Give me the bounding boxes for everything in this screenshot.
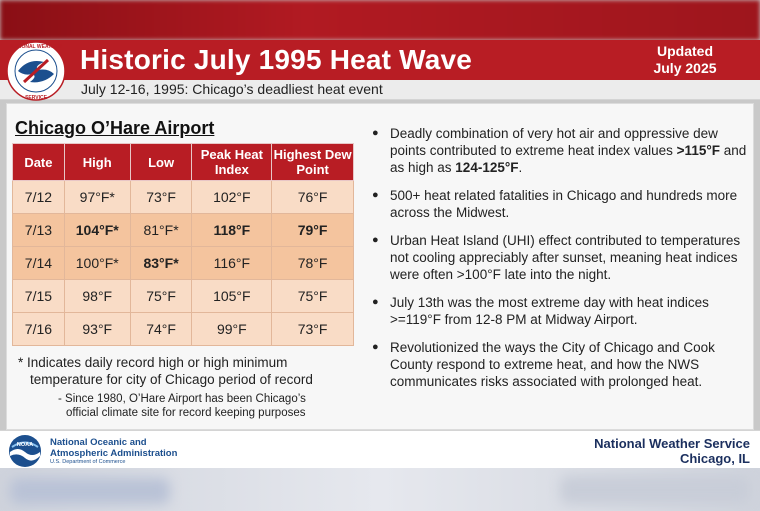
column-header-high: High [63, 143, 131, 181]
nws-logo-icon: NATIONAL WEATHER SERVICE [6, 41, 66, 101]
table-row: 7/13 104°F* 81°F* 118°F 79°F [12, 213, 354, 247]
table-row: 7/14 100°F* 83°F* 116°F 78°F [12, 246, 354, 280]
cell-dew-point: 79°F [271, 213, 354, 247]
cell-date: 7/12 [12, 180, 65, 214]
cell-peak-heat-index: 116°F [191, 246, 273, 280]
cell-peak-heat-index: 102°F [191, 180, 273, 214]
subtitle-bar [0, 80, 760, 100]
cell-peak-heat-index: 105°F [191, 279, 273, 313]
cell-date: 7/16 [12, 312, 65, 346]
table-row: 7/12 97°F* 73°F 102°F 76°F [12, 180, 354, 214]
column-header-date: Date [12, 143, 65, 181]
cell-dew-point: 78°F [271, 246, 354, 280]
bullet-highlight: 124-125°F [455, 160, 519, 175]
table-row: 7/15 98°F 75°F 105°F 75°F [12, 279, 354, 313]
climate-site-note-line: official climate site for record keeping… [66, 407, 306, 419]
page-title: Historic July 1995 Heat Wave [80, 44, 473, 75]
column-header-peak-heat-index: Peak Heat Index [191, 143, 273, 181]
cell-peak-heat-index: 118°F [191, 213, 273, 247]
list-item: Revolutionized the ways the City of Chic… [372, 339, 750, 390]
nws-office-location: Chicago, IL [679, 451, 750, 466]
cell-high: 97°F* [63, 180, 131, 214]
footer-bar [0, 430, 760, 468]
svg-text:NATIONAL WEATHER: NATIONAL WEATHER [10, 44, 62, 50]
list-item: July 13th was the most extreme day with … [372, 294, 750, 328]
record-footnote-line: temperature for city of Chicago period o… [30, 372, 313, 387]
noaa-department: U.S. Department of Commerce [50, 459, 126, 465]
list-item: 500+ heat related fatalities in Chicago … [372, 187, 750, 221]
svg-text:SERVICE: SERVICE [25, 95, 48, 101]
cell-date: 7/13 [12, 213, 65, 247]
record-footnote: * Indicates daily record high or high mi… [18, 354, 348, 388]
bullet-text: Deadly combination of very hot air and o… [390, 126, 718, 158]
cell-high: 100°F* [63, 246, 131, 280]
updated-line: Updated [657, 43, 713, 59]
cell-low: 73°F [129, 180, 193, 214]
cell-high: 98°F [63, 279, 131, 313]
svg-text:NOAA: NOAA [17, 442, 33, 448]
cell-low: 74°F [129, 312, 193, 346]
bullet-text: and as high as [390, 143, 747, 175]
record-footnote-line: * Indicates daily record high or high mi… [18, 355, 288, 370]
key-facts-list: Deadly combination of very hot air and o… [372, 125, 750, 401]
cell-high: 104°F* [63, 213, 131, 247]
nws-office-line: National Weather Service [594, 436, 750, 451]
cell-dew-point: 73°F [271, 312, 354, 346]
noaa-name: National Oceanic and Atmospheric Adminis… [50, 437, 177, 459]
bullet-highlight: >115°F [676, 143, 720, 158]
table-row: 7/16 93°F 74°F 99°F 73°F [12, 312, 354, 346]
heat-data-table: Date High Low Peak Heat Index Highest De… [12, 143, 354, 346]
title-banner [0, 40, 760, 80]
cell-date: 7/15 [12, 279, 65, 313]
updated-label: Updated July 2025 [640, 43, 730, 77]
climate-site-note: - Since 1980, O’Hare Airport has been Ch… [58, 392, 348, 420]
blurred-background-blob [560, 476, 750, 504]
climate-site-note-line: - Since 1980, O’Hare Airport has been Ch… [58, 393, 306, 405]
list-item: Deadly combination of very hot air and o… [372, 125, 750, 176]
cell-date: 7/14 [12, 246, 65, 280]
cell-low: 81°F* [129, 213, 193, 247]
noaa-name-line: Atmospheric Administration [50, 448, 178, 459]
blurred-background-blob [10, 478, 170, 504]
noaa-name-line: National Oceanic and [50, 437, 147, 448]
updated-date: July 2025 [653, 60, 717, 76]
cell-dew-point: 75°F [271, 279, 354, 313]
list-item: Urban Heat Island (UHI) effect contribut… [372, 232, 750, 283]
table-heading: Chicago O’Hare Airport [15, 118, 215, 138]
cell-peak-heat-index: 99°F [191, 312, 273, 346]
bullet-text: . [518, 160, 523, 175]
page-subtitle: July 12-16, 1995: Chicago’s deadliest he… [81, 81, 383, 97]
cell-low: 83°F* [129, 246, 193, 280]
cell-dew-point: 76°F [271, 180, 354, 214]
table-header-row: Date High Low Peak Heat Index Highest De… [12, 143, 354, 181]
column-header-dew-point: Highest Dew Point [271, 143, 354, 181]
column-header-low: Low [129, 143, 193, 181]
cell-high: 93°F [63, 312, 131, 346]
cell-low: 75°F [129, 279, 193, 313]
noaa-logo-icon: NOAA [9, 435, 41, 467]
nws-office-name: National Weather Service Chicago, IL [560, 436, 750, 466]
blurred-background-top [0, 0, 760, 40]
